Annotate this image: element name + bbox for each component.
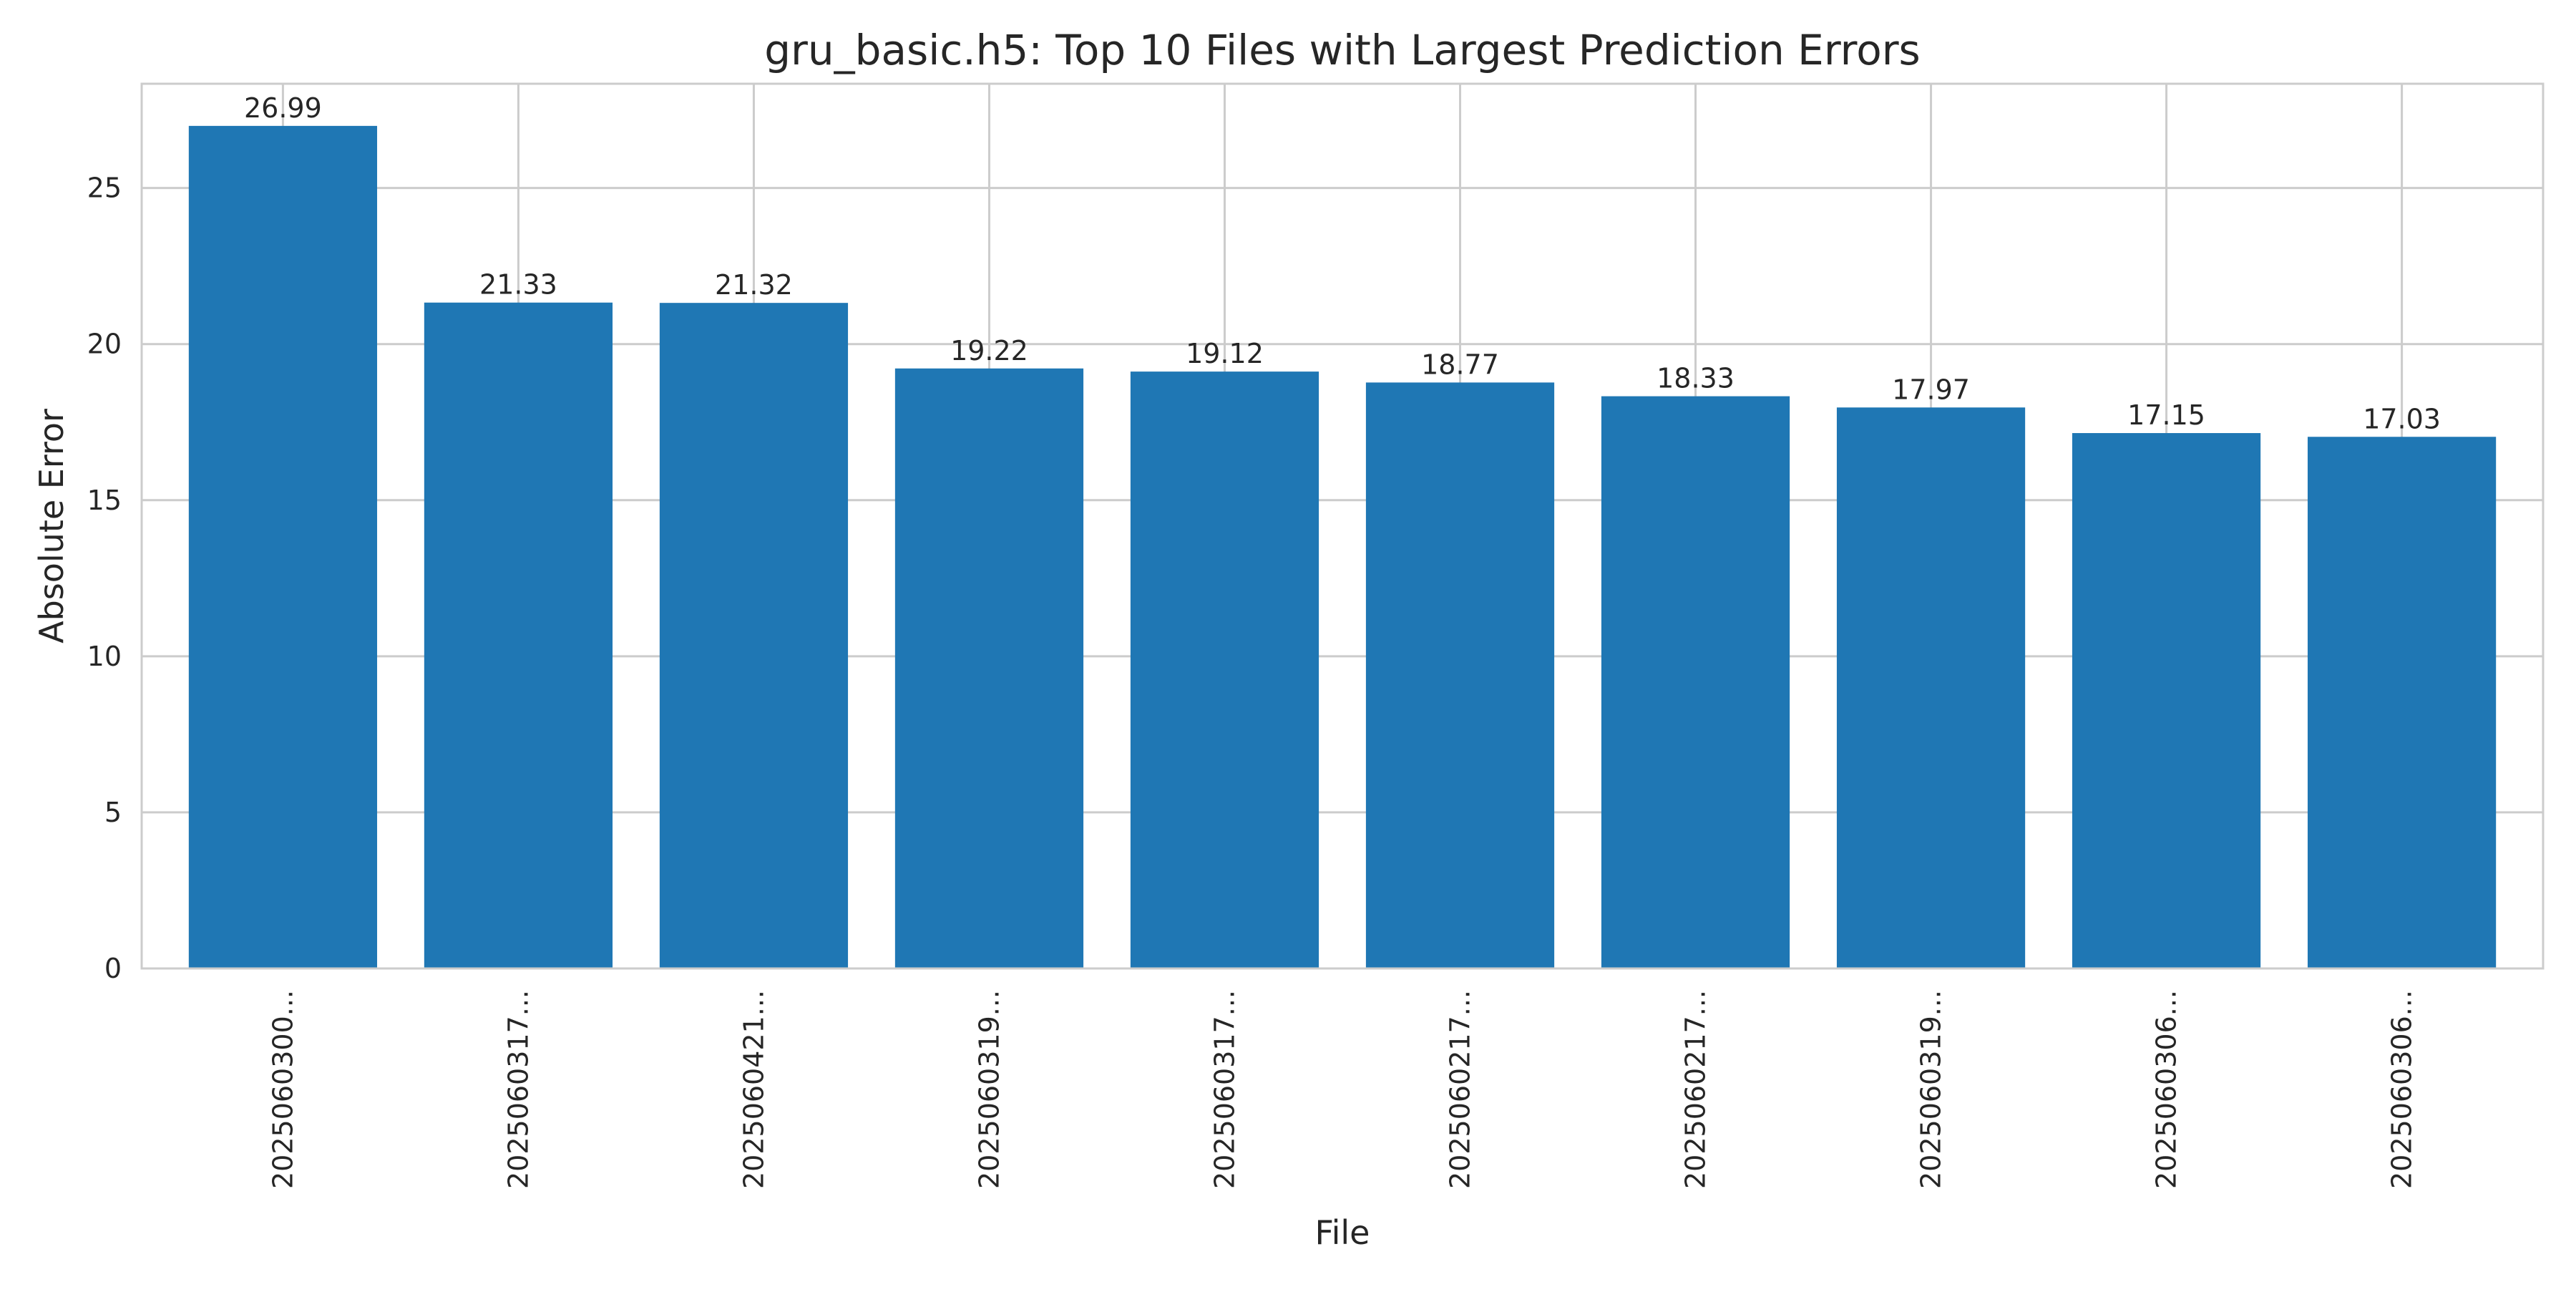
bar-value-label: 18.77 [1421,349,1499,380]
y-tick-label: 25 [87,173,122,204]
x-tick-label: 2025060421... [738,990,769,1189]
bar [1365,382,1555,968]
y-axis-label: Absolute Error [32,409,71,643]
x-axis-ticks: 2025060300... 2025060317... 2025060421... 2… [267,990,2417,1189]
bar [2307,437,2497,968]
x-tick-label: 2025060306... [2151,990,2182,1189]
y-tick-label: 0 [104,953,122,984]
y-tick-label: 10 [87,641,122,672]
x-tick-label: 2025060300... [267,990,298,1189]
bar-value-label: 17.15 [2127,399,2205,431]
x-tick-label: 2025060306... [2386,990,2418,1189]
bar [1836,407,2026,968]
x-tick-label: 2025060319... [1916,990,1947,1189]
plot-frame [140,82,2545,970]
bar [894,368,1084,968]
bar [188,125,378,968]
bar-value-label: 17.03 [2363,403,2441,434]
bar-value-label: 17.97 [1892,374,1970,405]
bar [424,302,613,968]
bar-value-label: 26.99 [244,92,322,124]
x-tick-label: 2025060319... [973,990,1005,1189]
y-tick-label: 15 [87,485,122,516]
bar-value-label: 19.22 [950,335,1028,366]
bar-value-label: 21.32 [715,269,793,301]
y-tick-label: 5 [104,797,122,828]
x-tick-label: 2025060217... [1445,990,1476,1189]
bars [188,125,2497,968]
data-labels: 26.99 21.33 21.32 19.22 19.12 18.77 18.33 17.97… [244,92,2441,434]
bar [1130,371,1319,968]
bar-value-label: 21.33 [479,269,557,301]
y-axis-ticks: 0 5 10 15 20 25 [87,173,122,984]
x-tick-label: 2025060317... [1209,990,1240,1189]
x-tick-label: 2025060317... [502,990,534,1189]
bar [1601,396,1790,968]
bar [2072,433,2261,968]
x-tick-label: 2025060217... [1680,990,1712,1189]
bar-value-label: 19.12 [1186,338,1264,369]
bar-value-label: 18.33 [1657,363,1735,394]
chart-title: gru_basic.h5: Top 10 Files with Largest … [764,26,1921,74]
bar [659,303,849,968]
y-tick-label: 20 [87,329,122,360]
x-axis-label: File [1315,1213,1370,1252]
